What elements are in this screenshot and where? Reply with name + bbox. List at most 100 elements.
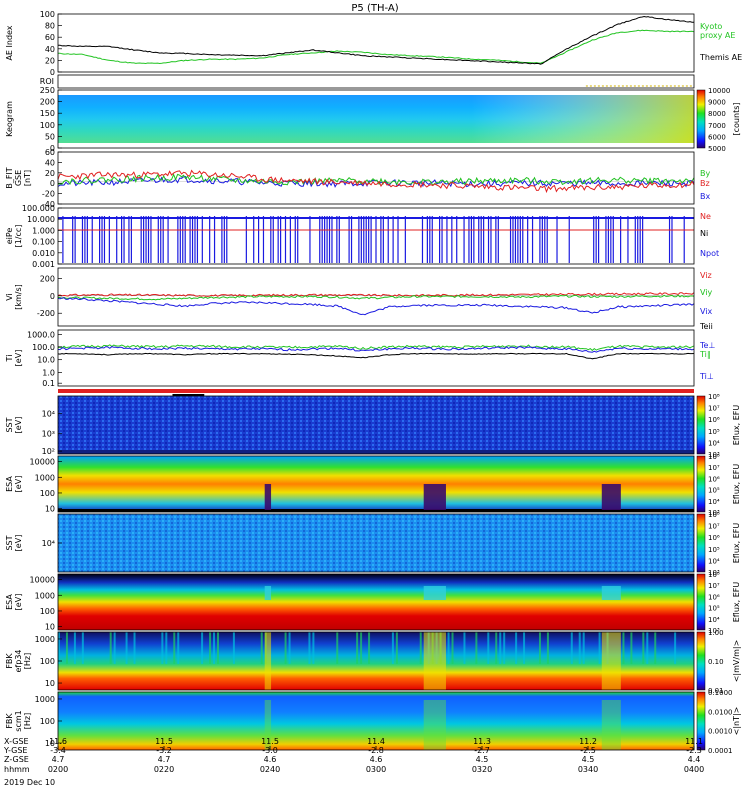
time-axis-xgse: 11.3 <box>473 737 491 746</box>
roi-panel-frame <box>57 74 695 89</box>
fbk-e-panel-column <box>487 632 490 664</box>
sst-i-panel-image <box>58 514 694 572</box>
temperature-panel-legend-1: Ti∥ <box>699 350 711 359</box>
temperature-panel-series-teperp <box>57 346 695 353</box>
sst-i-panel-cbar-tick: 10⁸ <box>708 511 720 519</box>
time-axis-zgse: 4.6 <box>370 755 383 764</box>
fbk-e-panel-column <box>284 632 287 664</box>
bfit-panel-legend-0: Bz <box>700 179 710 188</box>
density-panel-ytick-label: 100.000 <box>22 204 55 213</box>
fbk-e-panel-column <box>81 632 84 664</box>
keogram-panel-ytick-label: 200 <box>40 98 55 107</box>
keogram-panel-ytick-label: 100 <box>40 121 55 130</box>
density-panel-ytick-label: 0.001 <box>32 260 55 269</box>
time-axis-ygse: -2.5 <box>580 746 596 755</box>
temperature-panel-legend-0: Te⊥ <box>699 341 715 350</box>
esa-e-panel-ytick-label: 1000 <box>35 473 55 482</box>
fbk-e-panel-sublabel: efp34 <box>14 650 23 673</box>
sst-e-panel-ylabel: SST <box>5 417 14 432</box>
temperature-panel-ylabel-group: Ti [eV] <box>5 350 23 367</box>
fbk-b-panel-cbar-label-group: <|nT|> <box>732 707 741 736</box>
sst-i-panel-frame <box>57 513 695 573</box>
keogram-panel-cbar-tick: 10000 <box>708 87 730 95</box>
bfit-panel-series-Bz <box>57 169 695 194</box>
fbk-b-panel-ytick-label: 1000 <box>35 695 55 704</box>
time-axis-zgse: 4.7 <box>52 755 65 764</box>
fbk-e-panel-column <box>73 632 76 664</box>
keogram-panel-ytick-label: 150 <box>40 109 55 118</box>
bfit-panel-legend-2: Bx <box>700 192 710 201</box>
ae-panel-ytick-label: 80 <box>45 22 55 31</box>
velocity-panel-ytick-label: -200 <box>37 309 55 318</box>
sst-i-panel-cbar-tick: 10⁷ <box>708 523 720 531</box>
esa-e-panel-ytick-label: 100 <box>40 489 55 498</box>
sst-e-panel-cbar-tick: 10⁴ <box>708 439 720 447</box>
density-panel-ytick-label: 0.010 <box>32 249 55 258</box>
keogram-panel-ylabel-group: Keogram <box>5 101 14 137</box>
fbk-e-panel-column <box>213 632 216 664</box>
sst-i-panel-cbar-tick: 10⁴ <box>708 557 720 565</box>
ae-panel-frame <box>57 13 695 73</box>
roi-panel-ylabel: ROI <box>40 77 54 86</box>
esa-i-panel-unit: [eV] <box>14 594 23 611</box>
sst-i-panel-unit: [eV] <box>14 535 23 552</box>
temperature-panel-series-te <box>57 352 695 360</box>
sst-i-panel-cbar-tick: 10⁵ <box>708 546 720 554</box>
time-axis-xgse: 11.5 <box>155 737 173 746</box>
fbk-e-panel-column <box>646 632 649 664</box>
sst-e-panel-ytick-label: 10³ <box>42 430 55 439</box>
fbk-e-panel-column <box>391 632 394 664</box>
fbk-e-panel-frame <box>57 631 695 691</box>
fbk-b-panel-event-0 <box>264 700 272 750</box>
fbk-e-panel-column <box>133 632 136 664</box>
bfit-panel-ytick-label: -20 <box>42 190 55 199</box>
fbk-e-panel-column <box>65 632 68 664</box>
fbk-e-panel-ytick-label: 100 <box>40 657 55 666</box>
fbk-e-panel-column <box>360 632 363 664</box>
fbk-e-panel-column <box>209 632 212 664</box>
velocity-panel-ylabel: Vi <box>5 293 14 301</box>
temperature-panel-series-tipar <box>57 344 695 352</box>
ae-panel-series-1 <box>58 15 694 65</box>
ae-panel-ylabel: AE Index <box>5 25 14 60</box>
esa-i-panel-cbar-tick: 10⁶ <box>708 593 720 601</box>
time-axis-xgse: 11.5 <box>261 737 279 746</box>
fbk-b-panel-colorbar <box>696 691 706 751</box>
sst-e-panel-image <box>58 396 694 454</box>
keogram-panel-ytick-label: 0 <box>50 144 55 153</box>
sst-e-panel-colorbar <box>696 395 706 455</box>
bfit-panel-ytick-label: 40 <box>45 158 55 167</box>
ae-panel-ylabel-group: AE Index <box>5 25 14 60</box>
fbk-e-panel-column <box>356 632 359 664</box>
fbk-b-panel-cbar-tick: 0.0010 <box>708 728 733 736</box>
esa-e-panel-cbar-tick: 10⁸ <box>708 453 720 461</box>
esa-e-panel-ylabel: ESA <box>5 476 14 492</box>
esa-e-panel-ylabel-group: ESA [eV] <box>5 476 23 493</box>
temperature-panel-ytick-label: 1000.0 <box>27 330 55 339</box>
density-panel-ylabel-group: eiPe [1/cc] <box>5 225 23 248</box>
density-panel-legend-1: Ni <box>700 229 708 238</box>
esa-i-panel-frame <box>57 573 695 631</box>
ae-panel-ytick-label: 0 <box>50 68 55 77</box>
velocity-panel-ytick-label: 200 <box>40 274 55 283</box>
fbk-e-panel-ytick-label: 10 <box>45 679 55 688</box>
time-axis-label: 0240 <box>260 765 280 774</box>
fbk-e-panel-column <box>499 632 502 664</box>
ae-panel-series-0 <box>57 29 695 65</box>
esa-i-panel-cbar-label-group: Eflux, EFU <box>732 582 741 623</box>
sst-i-panel-ytick-label: 10⁴ <box>42 539 55 548</box>
fbk-e-panel-column <box>598 632 601 664</box>
fbk-e-panel-column <box>308 632 311 664</box>
bfit-panel-ytick-label: -40 <box>42 200 55 209</box>
fbk-b-panel-cbar-tick: 0.0100 <box>708 708 733 716</box>
velocity-panel-ylabel-group: Vi [km/s] <box>5 284 23 310</box>
esa-e-panel-event-1 <box>423 484 446 510</box>
fbk-e-panel-cbar-label: <|mV/m|> <box>732 640 741 683</box>
fbk-e-panel-cbar-tick: 0.01 <box>708 687 724 695</box>
ephemeris-block: X-GSE Y-GSE Z-GSE hhmm 2019 Dec 10 <box>3 737 55 787</box>
esa-i-panel-ytick-label: 10000 <box>30 576 55 585</box>
keogram-panel-image-right <box>58 90 694 148</box>
fbk-e-panel-cbar-label-group: <|mV/m|> <box>732 640 741 683</box>
velocity-panel-frame <box>57 267 695 327</box>
